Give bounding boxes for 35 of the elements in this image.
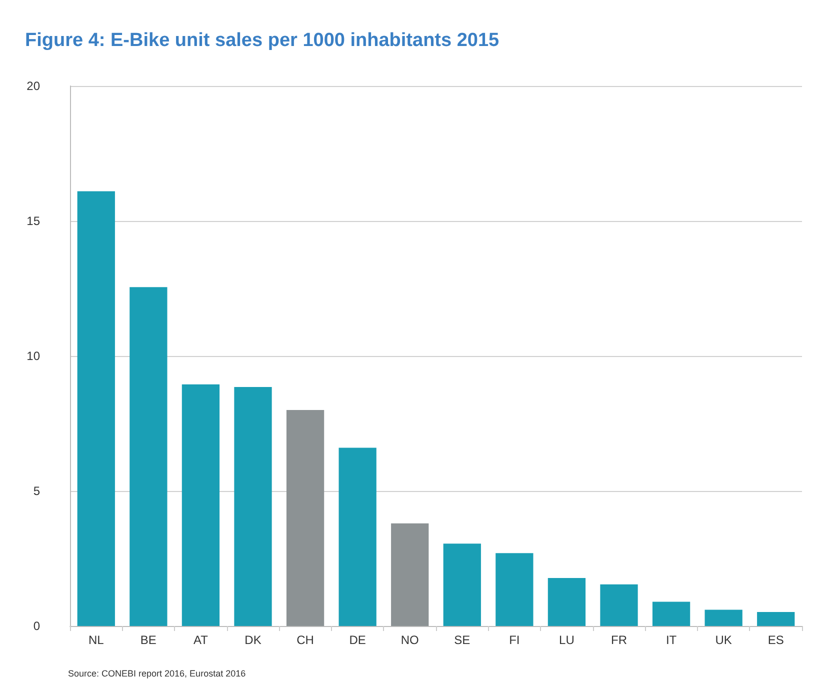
- bar: [496, 553, 534, 626]
- x-tick-label: NO: [400, 633, 419, 647]
- x-tick-label: DE: [349, 633, 366, 647]
- y-tick-label: 15: [26, 214, 40, 228]
- bar: [652, 602, 690, 626]
- bar: [548, 578, 586, 626]
- x-tick-label: CH: [296, 633, 314, 647]
- bar: [757, 612, 795, 626]
- bar: [286, 410, 324, 626]
- y-tick-label: 10: [26, 349, 40, 363]
- x-tick-label: ES: [768, 633, 784, 647]
- bar: [234, 387, 272, 626]
- bar: [443, 544, 481, 626]
- x-tick-label: SE: [454, 633, 470, 647]
- x-tick-label: DK: [244, 633, 262, 647]
- bar: [182, 384, 220, 626]
- bar: [77, 191, 115, 626]
- x-tick-label: NL: [88, 633, 104, 647]
- y-tick-label: 20: [26, 79, 40, 93]
- x-tick-label: AT: [193, 633, 209, 647]
- x-tick-label: FR: [611, 633, 628, 647]
- source-note: Source: CONEBI report 2016, Eurostat 2016: [68, 668, 246, 678]
- y-tick-label: 5: [33, 484, 40, 498]
- bar: [600, 584, 638, 626]
- x-tick-label: LU: [559, 633, 574, 647]
- x-tick-label: FI: [509, 633, 520, 647]
- bar: [704, 610, 742, 626]
- chart-title: Figure 4: E-Bike unit sales per 1000 inhabitants 2015: [25, 30, 500, 51]
- x-tick-label: BE: [140, 633, 156, 647]
- bar: [130, 287, 168, 626]
- x-tick-label: IT: [666, 633, 678, 647]
- bar: [338, 448, 376, 626]
- bar: [391, 523, 429, 626]
- x-tick-label: UK: [715, 633, 732, 647]
- y-tick-label: 0: [33, 619, 40, 633]
